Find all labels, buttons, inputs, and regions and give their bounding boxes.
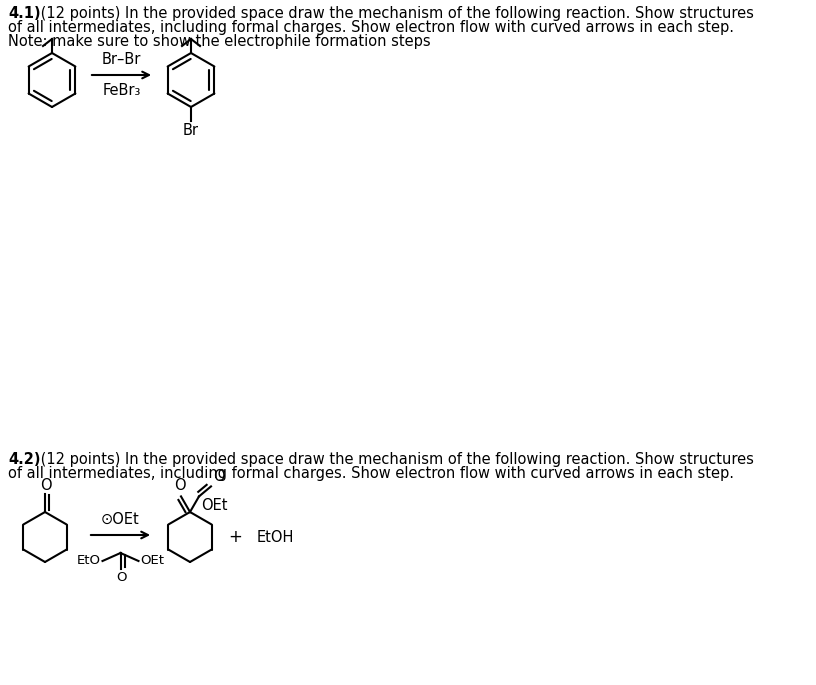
Text: Br–Br: Br–Br <box>102 52 141 67</box>
Text: of all intermediates, including formal charges. Show electron flow with curved a: of all intermediates, including formal c… <box>8 466 734 481</box>
Text: ⊙OEt: ⊙OEt <box>101 512 140 527</box>
Text: Note: make sure to show the electrophile formation steps: Note: make sure to show the electrophile… <box>8 34 431 49</box>
Text: Br: Br <box>183 123 199 138</box>
Text: FeBr₃: FeBr₃ <box>102 83 140 98</box>
Text: (12 points) In the provided space draw the mechanism of the following reaction. : (12 points) In the provided space draw t… <box>36 6 754 21</box>
Text: of all intermediates, including formal charges. Show electron flow with curved a: of all intermediates, including formal c… <box>8 20 734 35</box>
Text: O: O <box>174 478 186 493</box>
Text: O: O <box>40 478 51 493</box>
Text: (12 points) In the provided space draw the mechanism of the following reaction. : (12 points) In the provided space draw t… <box>36 452 754 467</box>
Text: EtOH: EtOH <box>257 530 295 545</box>
Text: OEt: OEt <box>140 554 165 567</box>
Text: O: O <box>116 571 126 584</box>
Text: 4.2): 4.2) <box>8 452 41 467</box>
Text: OEt: OEt <box>201 499 228 514</box>
Text: +: + <box>228 528 242 546</box>
Text: 4.1): 4.1) <box>8 6 41 21</box>
Text: EtO: EtO <box>77 554 100 567</box>
Text: O: O <box>213 469 224 484</box>
